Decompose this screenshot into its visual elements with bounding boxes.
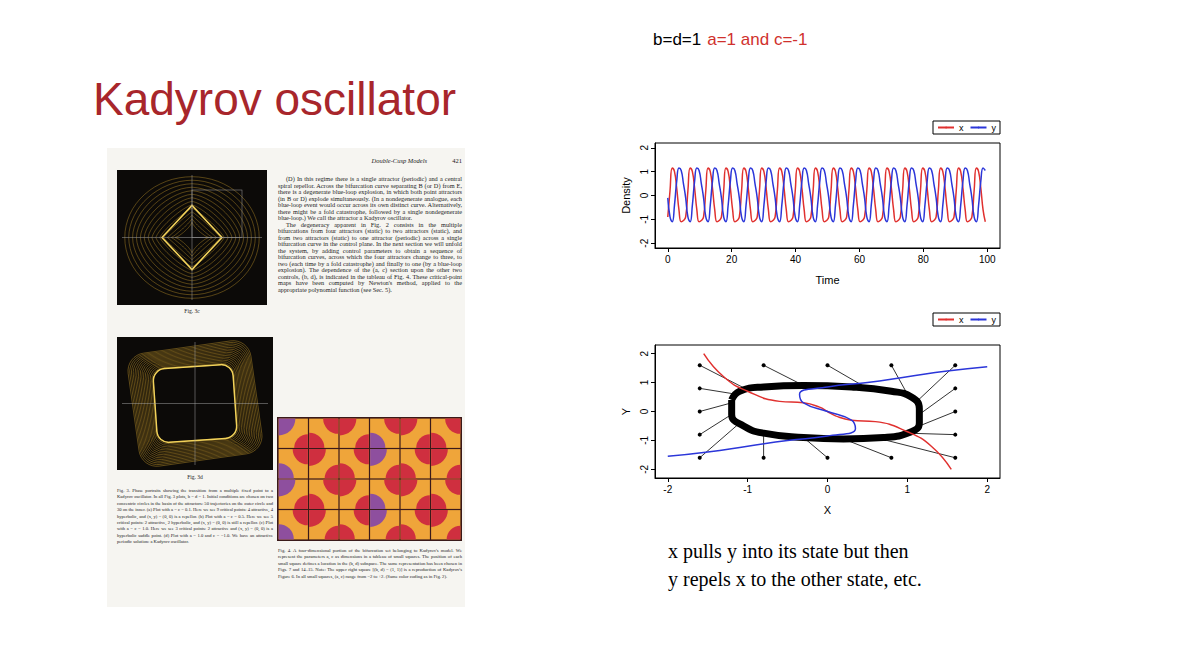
svg-text:X: X (824, 504, 832, 516)
svg-text:-1: -1 (639, 214, 650, 223)
svg-text:Density: Density (620, 177, 632, 214)
html-text:Double-Cusp Models: Double-Cusp Models (371, 157, 427, 164)
svg-text:0: 0 (639, 192, 650, 198)
svg-text:0: 0 (665, 254, 671, 265)
svg-text:-1: -1 (639, 436, 650, 445)
html-text:y repels x to the other state,: y repels x to the other state, etc. (668, 568, 922, 590)
svg-text:40: 40 (790, 254, 802, 265)
svg-text:0: 0 (639, 408, 650, 414)
svg-text:2: 2 (639, 145, 650, 151)
html-text:x pulls y into its state but t: x pulls y into its state but then (668, 540, 909, 562)
svg-text:Y: Y (620, 407, 632, 415)
svg-text:2: 2 (984, 484, 990, 495)
html-text:Fig. 3. Phase portraits showin: Fig. 3. Phase portraits showing the tran… (117, 488, 273, 545)
svg-text:60: 60 (854, 254, 866, 265)
html-text:Fig. 4. A four-dimensional por: Fig. 4. A four-dimensional portion of th… (278, 548, 462, 579)
svg-text:-2: -2 (639, 464, 650, 473)
html-text:Fig. 3d: Fig. 3d (187, 474, 203, 480)
svg-text:0: 0 (825, 484, 831, 495)
html-text:Fig. 3c: Fig. 3c (184, 308, 200, 314)
svg-text:-1: -1 (743, 484, 752, 495)
html-text:Kadyrov oscillator: Kadyrov oscillator (93, 73, 456, 125)
svg-text:-2: -2 (663, 484, 672, 495)
svg-text:x: x (959, 123, 964, 133)
svg-text:1: 1 (639, 379, 650, 385)
svg-text:80: 80 (918, 254, 930, 265)
svg-text:Time: Time (815, 274, 839, 286)
html-text:b=d=1 a=1 and c=-1: b=d=1 a=1 and c=-1 (653, 30, 808, 49)
svg-text:y: y (992, 123, 997, 133)
svg-text:1: 1 (639, 168, 650, 174)
svg-text:x: x (959, 315, 964, 325)
svg-text:y: y (992, 315, 997, 325)
html-text:(D) In this regime there is a: (D) In this regime there is a single att… (278, 175, 462, 221)
html-text:421: 421 (452, 157, 462, 164)
svg-text:100: 100 (979, 254, 996, 265)
svg-text:20: 20 (726, 254, 738, 265)
svg-text:2: 2 (639, 350, 650, 356)
svg-text:-2: -2 (639, 238, 650, 247)
html-text:The degeneracy apparent in Fig: The degeneracy apparent in Fig. 2 consis… (278, 220, 462, 293)
svg-text:1: 1 (905, 484, 911, 495)
